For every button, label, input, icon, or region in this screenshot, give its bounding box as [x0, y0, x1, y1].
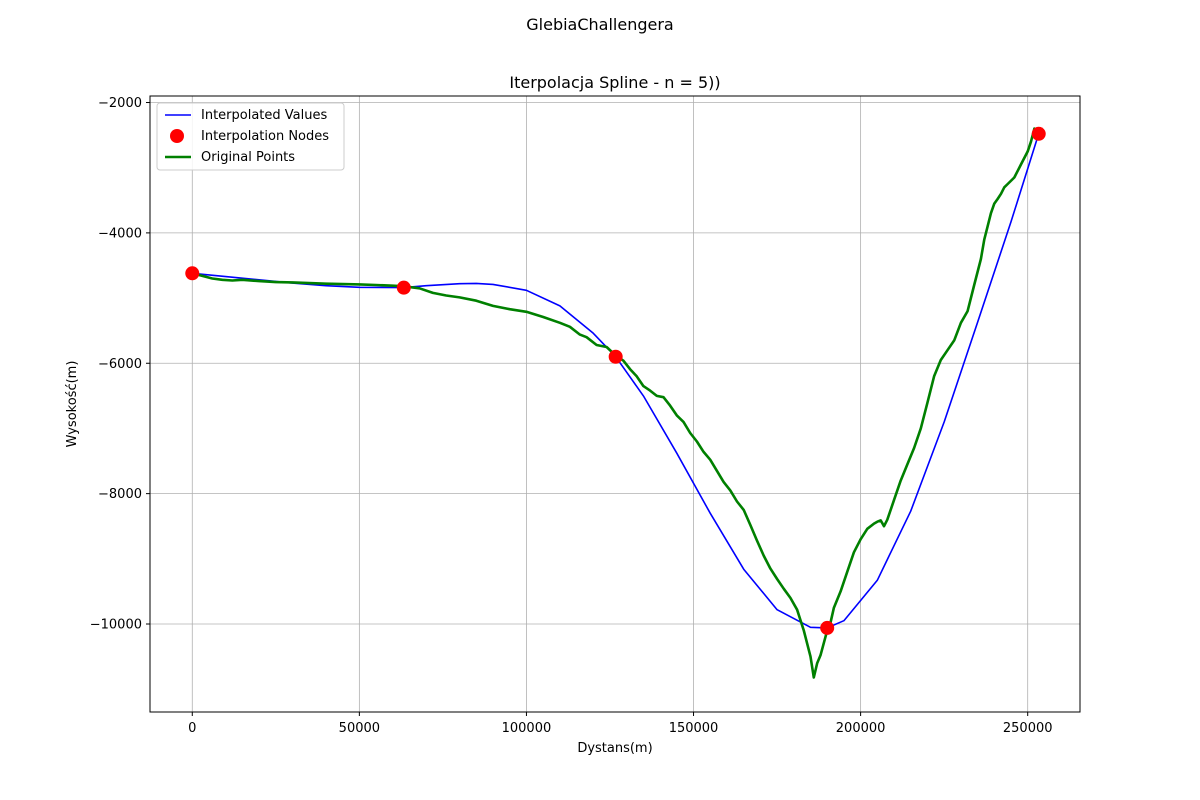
original-points-series — [191, 127, 1040, 679]
interpolation-nodes-series — [185, 126, 1046, 635]
interpolation-node-point — [185, 266, 200, 281]
legend-label-interpolated-values: Interpolated Values — [201, 108, 327, 123]
x-tick-label: 250000 — [1003, 721, 1053, 736]
y-tick-label: −4000 — [98, 226, 142, 241]
y-tick-label: −6000 — [98, 357, 142, 372]
interpolation-node-point — [820, 620, 835, 635]
y-axis-ticks: −10000 −8000 −6000 −4000 −2000 — [90, 96, 150, 633]
plot-frame — [149, 95, 1081, 713]
x-tick-label: 100000 — [502, 721, 552, 736]
chart-title: Iterpolacja Spline - n = 5)) — [509, 73, 720, 92]
x-axis-label: Dystans(m) — [577, 741, 652, 756]
legend-box — [156, 102, 345, 171]
original-points-line — [191, 127, 1040, 679]
x-axis-ticks: 0 50000 100000 150000 200000 250000 — [188, 712, 1053, 736]
y-tick-label: −8000 — [98, 487, 142, 502]
x-tick-label: 0 — [188, 721, 196, 736]
interpolation-node-point — [608, 349, 623, 364]
interpolation-node-point — [1031, 126, 1046, 141]
legend-swatch-interpolation-nodes — [170, 129, 184, 143]
y-tick-label: −10000 — [90, 618, 142, 633]
y-axis-label: Wysokość(m) — [65, 361, 80, 448]
x-tick-label: 150000 — [669, 721, 719, 736]
grid — [150, 96, 1080, 712]
x-tick-label: 200000 — [836, 721, 886, 736]
interpolation-node-point — [396, 280, 411, 295]
legend-label-original-points: Original Points — [201, 150, 295, 165]
legend: Interpolated Values Interpolation Nodes … — [156, 102, 345, 171]
figure-suptitle: GlebiaChallengera — [526, 15, 673, 34]
x-tick-label: 50000 — [339, 721, 380, 736]
legend-label-interpolation-nodes: Interpolation Nodes — [201, 129, 329, 144]
y-tick-label: −2000 — [98, 96, 142, 111]
